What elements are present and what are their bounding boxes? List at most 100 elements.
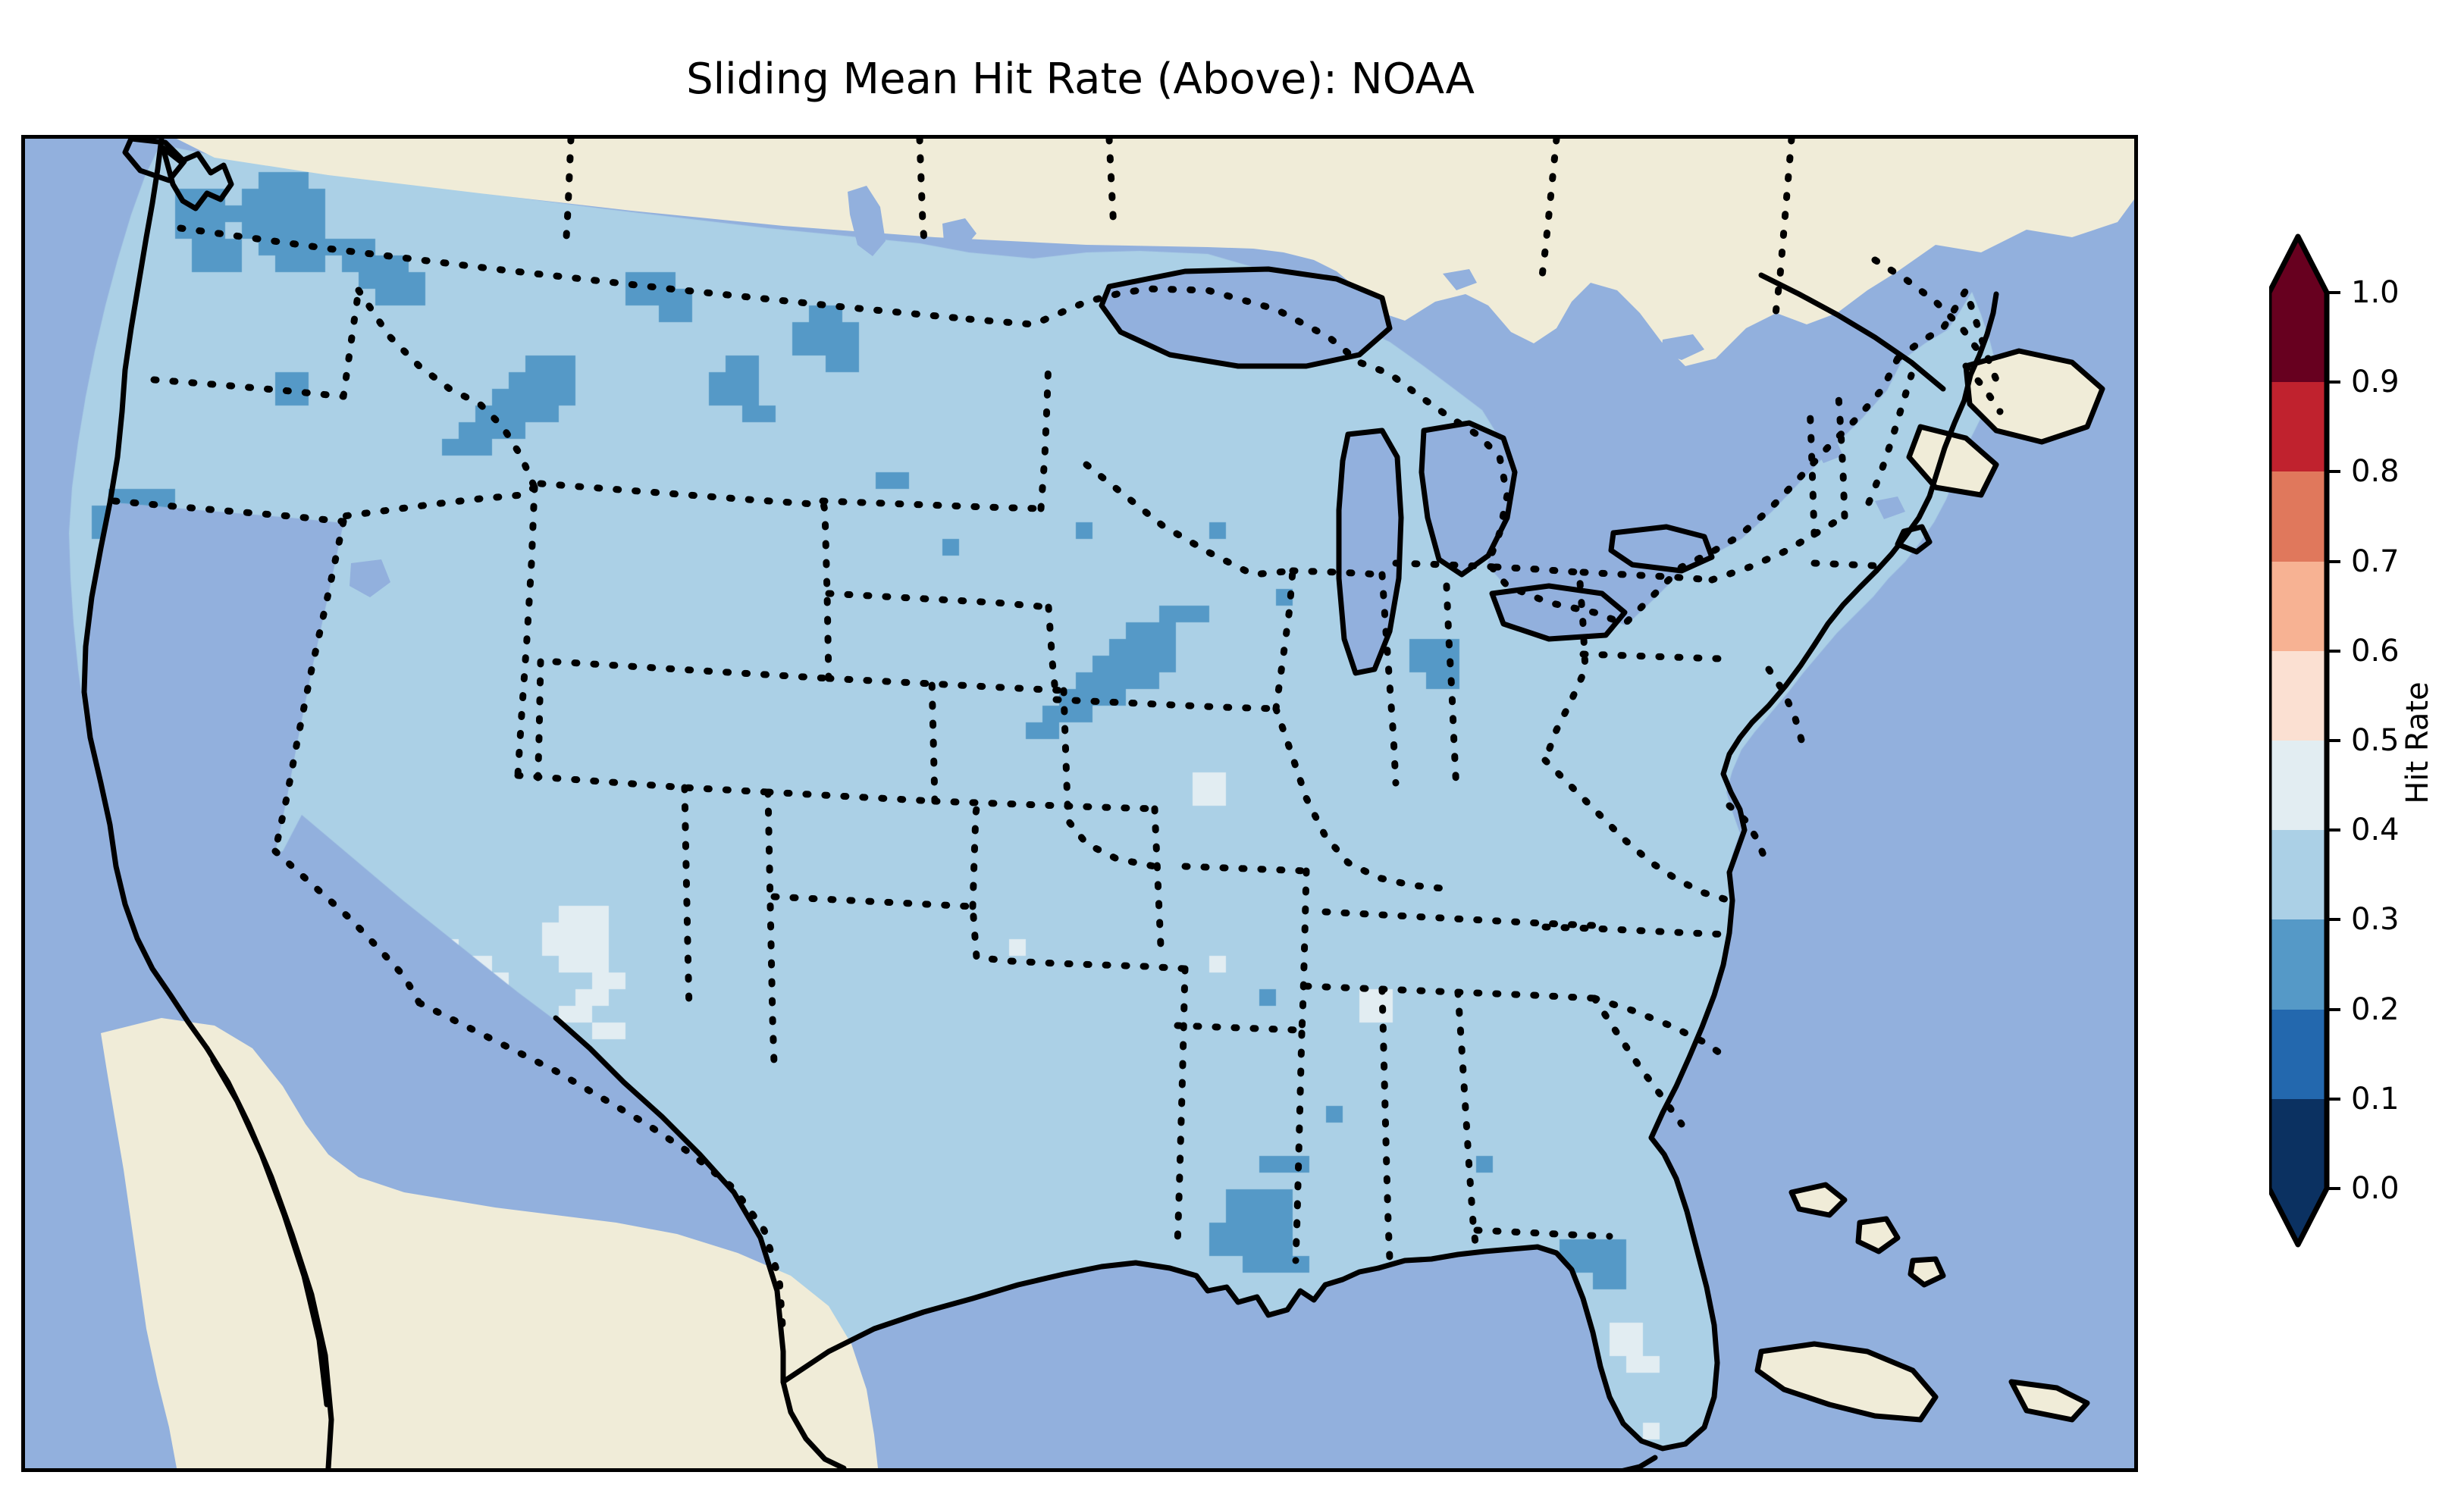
gulf-coast-mississippi-alabama (1375, 1244, 1541, 1271)
border-tx-ok-panhandle (969, 800, 981, 910)
lakes-layer (350, 186, 1905, 941)
colorbar-tick-label-1.0: 1.0 (2351, 275, 2400, 310)
lake-erie-shore (1489, 583, 1628, 642)
lake-michigan-shore (1336, 428, 1404, 676)
border-wi-il (1289, 567, 1386, 578)
border-ar-mo (1181, 863, 1310, 875)
border-wy-co (552, 658, 832, 682)
border-az-nm (681, 784, 693, 1014)
border-ny-ne (1708, 512, 1848, 584)
border-nc-va (1541, 923, 1735, 938)
border-mi-in-oh (1392, 559, 1500, 571)
border-layer (111, 139, 2004, 1340)
colorbar-tick-mark-0.9 (2327, 381, 2340, 384)
colorbar-tick-label-0.1: 0.1 (2351, 1081, 2400, 1117)
canada-prov-5 (1771, 139, 1795, 324)
border-vt-nh (1835, 393, 1848, 520)
border-ma-ct (1810, 559, 1890, 570)
lake-erie (1492, 586, 1625, 639)
west-coast-line (81, 139, 210, 1051)
lake-michigan (1339, 431, 1401, 673)
canada-prov-4 (1538, 139, 1560, 287)
vancouver-island (122, 139, 187, 183)
lake-huron-shore (1419, 420, 1518, 578)
border-or-id (340, 287, 362, 400)
colorbar-tick-mark-0.8 (2327, 470, 2340, 474)
bahamas-outline-1 (1788, 1182, 1848, 1218)
border-ia-mo (1052, 696, 1280, 713)
mexico-gulf-coast (780, 1379, 847, 1468)
border-wa-or (150, 376, 347, 400)
border-in-oh (1443, 582, 1460, 794)
border-ok-tx (770, 893, 1189, 973)
colorbar-tick-mark-0.7 (2327, 559, 2340, 563)
florida-gulf-side (1535, 1244, 1688, 1452)
colorbar-tick-label-0.8: 0.8 (2351, 454, 2400, 490)
canada-prov-3 (1105, 139, 1118, 233)
st-lawrence-river (1758, 272, 1946, 392)
colorbar-tick-mark-0.3 (2327, 918, 2340, 922)
florida-keys (1622, 1455, 1658, 1468)
mexico-border-dotted (415, 999, 787, 1340)
border-ga-sc-nc (1591, 994, 1685, 1128)
border-or-ca (111, 497, 347, 525)
canada-prov-2 (916, 139, 928, 245)
foreign-land-layer (101, 139, 2134, 1468)
canada-prov-1 (563, 139, 575, 241)
georgian-bay (1515, 402, 1583, 451)
colorbar[interactable]: 1.0 0.9 0.8 0.7 0.6 0.5 0.4 0.3 0.2 0.1 0.0 Hit Ra… (2269, 227, 2464, 1258)
border-ar-la (1174, 1022, 1303, 1034)
hispaniola-outline (2008, 1379, 2090, 1423)
colorbar-tick-label-0.4: 0.4 (2351, 813, 2400, 848)
border-al-ga (1454, 988, 1481, 1261)
border-mo-ks-ne (1060, 687, 1158, 870)
canada-small-lake-2 (1661, 334, 1704, 360)
border-ga-fl (1473, 1226, 1613, 1240)
colorbar-tick-mark-0.1 (2327, 1097, 2340, 1101)
cape-cod (1895, 524, 1933, 555)
lake-ontario-shore (1608, 524, 1715, 574)
florida-atlantic-side (1648, 1135, 1720, 1447)
map-vector-layer (81, 139, 2134, 1468)
border-ne-ks (825, 675, 1067, 694)
east-coast-southeast (1648, 869, 1735, 1141)
bahamas-outline-3 (1908, 1256, 1946, 1288)
canada-small-lake-1 (1443, 269, 1477, 290)
border-nj-ny (1765, 666, 1807, 749)
maritimes-land (1966, 351, 2102, 442)
title-line-1: Sliding Mean Hit Rate (Above): NOAA (686, 55, 1475, 105)
canada-small-lake-4 (1875, 496, 1905, 519)
colorbar-tick-label-0.5: 0.5 (2351, 723, 2400, 758)
east-coast-midatlantic (1749, 568, 1879, 725)
colorbar-tick-label-0.3: 0.3 (2351, 902, 2400, 938)
bahamas-outline-2 (1855, 1216, 1901, 1254)
lake-winnipeg (848, 186, 886, 256)
coastline-layer (81, 139, 2105, 1468)
colorbar-tick-mark-0.0 (2327, 1187, 2340, 1190)
border-ks-ok (931, 797, 1158, 813)
maritimes-outline (1963, 348, 2105, 445)
border-ok-ar (1151, 805, 1165, 950)
colorbar-tick-label-0.9: 0.9 (2351, 365, 2400, 400)
map-inner (25, 139, 2134, 1468)
nova-scotia (1909, 427, 1996, 495)
map-axes (21, 135, 2138, 1472)
colorbar-tick-mark-0.5 (2327, 739, 2340, 742)
border-id-nv-ut (340, 484, 538, 520)
border-ar-ms-vert (1298, 867, 1310, 1037)
baja-peninsula (193, 1071, 332, 1468)
border-mn-wi (1083, 461, 1296, 578)
colorbar-axis-label: Hit Rate (2400, 681, 2435, 804)
border-nm-tx (764, 788, 778, 1067)
border-ny-vt (1806, 400, 1818, 538)
colorbar-tick-mark-0.2 (2327, 1007, 2340, 1011)
border-nc-sc (1591, 994, 1733, 1063)
border-sd-ne (825, 590, 1052, 611)
border-ms-al (1378, 985, 1393, 1263)
colorbar-tick-label-0.2: 0.2 (2351, 991, 2400, 1027)
border-nd-sd (819, 497, 1045, 512)
border-co-ks-vert (928, 675, 939, 805)
colorbar-tick-label-0.7: 0.7 (2351, 543, 2400, 579)
chesapeake-delmarva (1720, 719, 1755, 875)
